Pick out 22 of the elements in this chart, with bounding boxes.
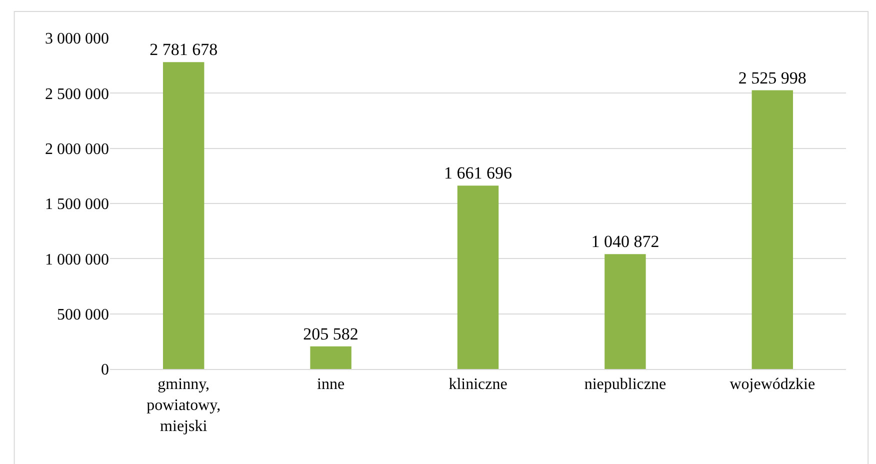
x-tick-label: gminny, powiatowy, miejski: [146, 376, 221, 435]
data-label: 1 661 696: [444, 164, 512, 183]
data-label: 2 525 998: [738, 68, 806, 88]
bar: [752, 90, 794, 369]
data-label: 1 040 872: [591, 232, 660, 252]
x-tick-label: wojewódzkie: [730, 376, 816, 394]
y-tick-label: 0: [101, 362, 109, 379]
y-tick-label: 3 000 000: [45, 30, 109, 48]
bar: [310, 346, 352, 369]
data-label: 205 582: [303, 324, 358, 344]
bar: [604, 254, 646, 369]
bar: [457, 186, 499, 369]
bar: [162, 62, 204, 369]
data-label: 2 781 678: [150, 40, 218, 60]
x-tick-label: niepubliczne: [584, 376, 666, 394]
y-tick-label: 2 500 000: [45, 86, 109, 103]
y-tick-label: 2 000 000: [45, 140, 109, 158]
y-tick-label: 500 000: [57, 306, 109, 324]
x-tick-label: inne: [317, 376, 345, 394]
x-tick-label: kliniczne: [448, 376, 508, 394]
y-tick-label: 1 500 000: [45, 196, 109, 214]
y-tick-label: 1 000 000: [45, 251, 109, 268]
